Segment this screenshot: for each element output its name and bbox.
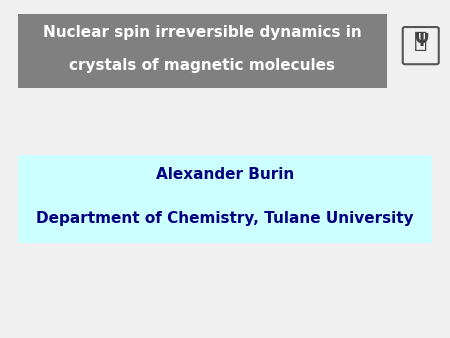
Text: crystals of magnetic molecules: crystals of magnetic molecules xyxy=(69,58,336,73)
Text: Nuclear spin irreversible dynamics in: Nuclear spin irreversible dynamics in xyxy=(43,25,362,40)
Text: Alexander Burin: Alexander Burin xyxy=(156,167,294,182)
FancyBboxPatch shape xyxy=(18,14,387,88)
FancyBboxPatch shape xyxy=(403,27,439,64)
FancyBboxPatch shape xyxy=(18,155,432,243)
Text: Department of Chemistry, Tulane University: Department of Chemistry, Tulane Universi… xyxy=(36,211,414,225)
Text: ⒨: ⒨ xyxy=(414,30,427,51)
Text: Ψ: Ψ xyxy=(414,31,428,50)
